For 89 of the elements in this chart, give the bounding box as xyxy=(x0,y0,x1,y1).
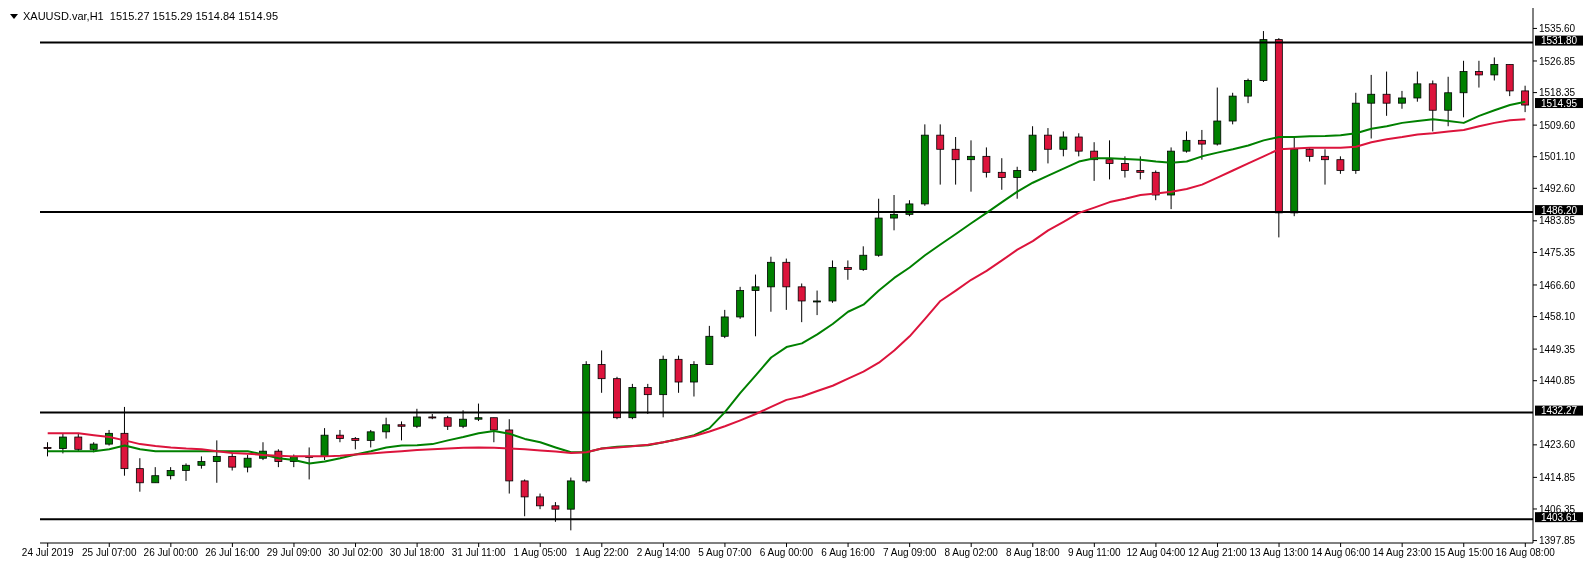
candlestick xyxy=(1490,56,1499,81)
x-tick-label: 2 Aug 14:00 xyxy=(636,547,691,559)
candlestick xyxy=(182,462,190,482)
candlestick xyxy=(951,136,960,186)
x-tick-label: 1 Aug 05:00 xyxy=(513,547,568,559)
candlestick xyxy=(1475,60,1483,89)
x-tick-label: 5 Aug 07:00 xyxy=(698,547,753,559)
x-tick-label: 30 Jul 02:00 xyxy=(328,547,384,559)
x-tick-label: 31 Jul 11:00 xyxy=(451,547,506,559)
candlestick xyxy=(690,360,698,398)
x-tick-label: 12 Aug 04:00 xyxy=(1126,547,1186,559)
candlestick xyxy=(1213,87,1222,147)
x-tick-label: 6 Aug 16:00 xyxy=(821,547,876,559)
candlestick xyxy=(489,417,498,443)
x-tick-label: 25 Jul 07:00 xyxy=(82,547,137,559)
text: 1514.95 xyxy=(1540,97,1578,109)
candlestick xyxy=(720,309,729,339)
y-tick-label: 1475.35 xyxy=(1539,247,1576,258)
y-tick-label: 1535.60 xyxy=(1539,23,1576,34)
x-tick-label: 26 Jul 00:00 xyxy=(143,547,199,559)
x-tick-label: 24 Jul 2019 xyxy=(21,547,74,559)
y-tick-label: 1501.10 xyxy=(1539,151,1576,163)
candlestick xyxy=(1398,90,1406,110)
x-tick-label: 14 Aug 06:00 xyxy=(1311,547,1371,559)
candlestick xyxy=(936,123,945,186)
candlestick xyxy=(1182,130,1191,154)
candlestick xyxy=(1013,166,1022,200)
candlestick xyxy=(135,457,144,493)
candlestick xyxy=(1121,155,1129,179)
y-tick-label: 1483.85 xyxy=(1539,215,1576,227)
y-tick-label: 1440.85 xyxy=(1539,375,1576,387)
candlestick xyxy=(397,420,406,441)
x-tick-label: 15 Aug 15:00 xyxy=(1434,547,1494,559)
candlestick xyxy=(58,432,67,454)
candlestick xyxy=(320,427,329,461)
candlestick xyxy=(751,274,760,337)
candlestick xyxy=(336,429,344,443)
y-tick-label: 1397.85 xyxy=(1539,535,1576,547)
y-tick-label: 1492.60 xyxy=(1539,182,1576,194)
chart-title: XAUUSD.var,H1 1515.27 1515.29 1514.84 1514.95 xyxy=(23,10,279,22)
ref-line-label: 1432.27 xyxy=(1540,405,1578,417)
candlestick xyxy=(1413,71,1422,103)
candlestick xyxy=(382,417,391,440)
candlestick xyxy=(997,157,1006,191)
candlestick xyxy=(982,146,991,179)
x-tick-label: 1 Aug 22:00 xyxy=(575,547,629,559)
x-tick-label: 14 Aug 23:00 xyxy=(1372,547,1433,559)
y-tick-label: 1449.35 xyxy=(1539,343,1576,355)
y-tick-label: 1466.60 xyxy=(1539,279,1576,291)
x-tick-label: 26 Jul 16:00 xyxy=(205,547,261,559)
candlestick xyxy=(1459,60,1468,118)
y-tick-label: 1414.85 xyxy=(1539,471,1576,483)
candlestick xyxy=(967,139,975,193)
ref-line-label: 1486.20 xyxy=(1540,204,1578,216)
candlestick xyxy=(1521,85,1530,113)
candlestick xyxy=(1074,132,1083,157)
candlestick xyxy=(1059,130,1068,157)
y-tick-label: 1509.60 xyxy=(1539,119,1576,131)
candlestick xyxy=(1197,129,1206,161)
candlestick xyxy=(520,478,529,517)
candlestick xyxy=(1105,139,1114,180)
candlestick xyxy=(1044,127,1052,164)
x-tick-label: 29 Jul 09:00 xyxy=(266,547,322,559)
x-tick-label: 7 Aug 09:00 xyxy=(882,547,937,559)
ref-line-label: 1531.80 xyxy=(1540,35,1578,47)
candlestick xyxy=(843,259,852,281)
candlestick xyxy=(859,245,868,272)
candlestick xyxy=(1321,148,1329,186)
y-tick-label: 1518.35 xyxy=(1539,87,1576,99)
candlestick xyxy=(1151,169,1160,201)
y-tick-label: 1526.85 xyxy=(1539,55,1576,67)
candlestick xyxy=(1136,155,1145,180)
x-tick-label: 8 Aug 02:00 xyxy=(944,547,999,559)
candlestick xyxy=(813,290,821,316)
x-tick-label: 16 Aug 08:00 xyxy=(1495,547,1556,559)
y-tick-label: 1423.60 xyxy=(1539,439,1576,451)
candlestick xyxy=(674,355,683,394)
x-tick-label: 30 Jul 18:00 xyxy=(389,547,445,559)
x-tick-label: 8 Aug 18:00 xyxy=(1006,547,1060,559)
candlestick xyxy=(1244,78,1252,104)
candlestick xyxy=(797,282,806,323)
candlestick xyxy=(1382,71,1391,117)
x-tick-label: 9 Aug 11:00 xyxy=(1068,547,1122,559)
x-tick-label: 12 Aug 21:00 xyxy=(1187,547,1248,559)
x-tick-label: 6 Aug 00:00 xyxy=(759,547,814,559)
candlestick xyxy=(212,439,221,484)
y-tick-label: 1458.10 xyxy=(1539,311,1576,323)
x-tick-label: 13 Aug 13:00 xyxy=(1249,547,1309,559)
candlestick xyxy=(597,349,606,394)
